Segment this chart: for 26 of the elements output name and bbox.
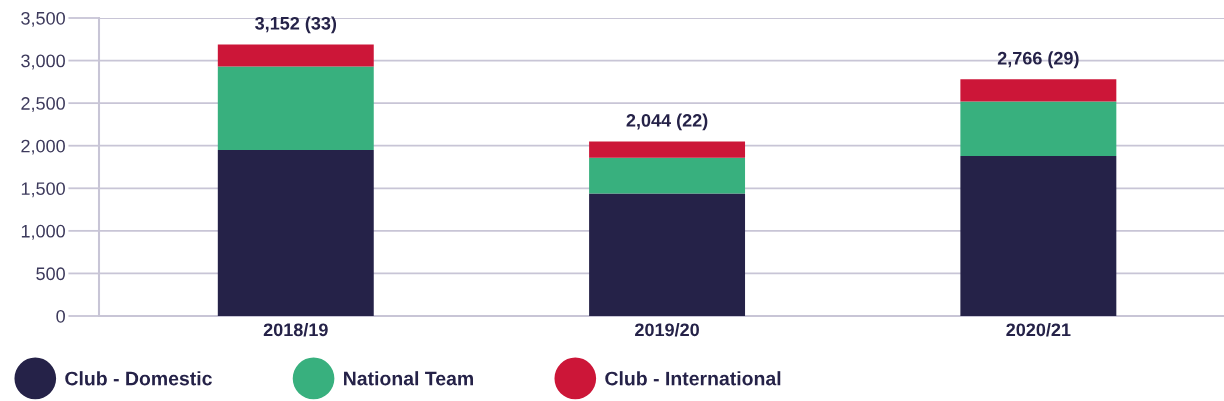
bar: [960, 155, 1117, 316]
y-tick-label: 2,500: [21, 97, 65, 112]
legend-label: Club - International: [605, 371, 781, 386]
y-tick-label: 1,000: [21, 224, 65, 240]
x-tick-label: 2018/19: [263, 322, 328, 337]
y-tick-label: 500: [36, 267, 65, 281]
y-tick-label: 3,000: [21, 54, 65, 70]
legend-label: Club - Domestic: [65, 371, 212, 386]
x-tick-label: 2019/20: [635, 322, 699, 337]
bar: [589, 157, 746, 194]
bar: [589, 193, 746, 316]
bar: [217, 66, 374, 150]
total-label: 2,044 (22): [626, 113, 708, 131]
y-tick-label: 2,000: [21, 139, 65, 155]
bar: [589, 141, 746, 158]
y-tick-label: 3,500: [21, 11, 65, 27]
total-label: 3,152 (33): [255, 16, 337, 34]
x-tick-label: 2020/21: [1006, 322, 1071, 337]
bar: [960, 79, 1117, 102]
y-tick-label: 1,500: [21, 182, 65, 198]
bar: [960, 101, 1117, 156]
bar: [217, 44, 374, 67]
bar: [217, 149, 374, 316]
y-tick-label: 0: [56, 309, 65, 323]
total-label: 2,766 (29): [997, 51, 1079, 69]
legend-label: National Team: [344, 371, 473, 386]
